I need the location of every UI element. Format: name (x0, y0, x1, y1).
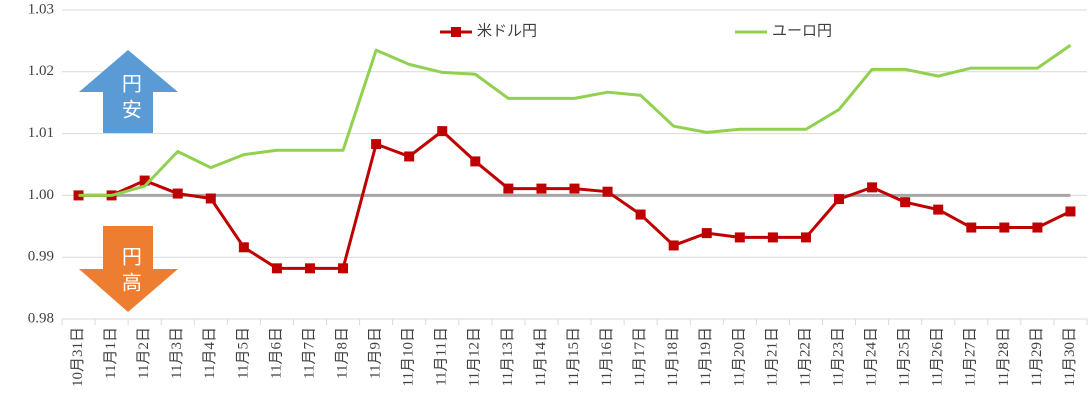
x-tick-label: 11月30日 (1062, 327, 1078, 386)
x-tick-label: 11月8日 (334, 327, 350, 379)
annotation-text: 円高 (118, 246, 140, 298)
marker (635, 209, 646, 220)
x-tick-label: 11月29日 (1029, 327, 1045, 386)
annotation-arrow (79, 226, 178, 312)
x-tick-label: 11月15日 (566, 327, 582, 386)
y-tick-label: 0.98 (28, 310, 54, 326)
x-tick-label: 11月25日 (897, 327, 913, 386)
x-tick-label: 11月5日 (235, 327, 251, 379)
x-tick-label: 11月4日 (202, 327, 218, 379)
marker (1032, 222, 1043, 233)
x-tick-label: 11月11日 (434, 327, 450, 386)
x-tick-label: 11月28日 (996, 327, 1012, 386)
legend-label: ユーロ円 (772, 23, 832, 39)
marker (238, 242, 249, 253)
x-tick-label: 11月10日 (401, 327, 417, 386)
x-tick-label: 10月31日 (70, 327, 86, 387)
annotation-text: 円安 (118, 73, 140, 125)
marker (172, 188, 183, 199)
marker (536, 183, 547, 194)
marker (139, 175, 150, 186)
marker (966, 222, 977, 233)
marker (569, 183, 580, 194)
legend-marker (451, 27, 461, 37)
marker (668, 240, 679, 251)
marker (304, 263, 315, 274)
marker (602, 186, 613, 197)
annotation-arrow (79, 50, 178, 133)
x-tick-label: 11月17日 (632, 327, 648, 386)
x-tick-label: 11月7日 (301, 327, 317, 379)
marker (900, 197, 911, 208)
marker (338, 263, 349, 274)
x-tick-label: 11月19日 (698, 327, 714, 386)
y-tick-label: 1.01 (28, 125, 54, 141)
marker (371, 139, 382, 150)
marker (933, 204, 944, 215)
legend-label: 米ドル円 (477, 22, 537, 39)
marker (271, 263, 282, 274)
x-tick-label: 11月24日 (864, 327, 880, 386)
x-tick-label: 11月18日 (665, 327, 681, 386)
x-tick-label: 11月22日 (797, 327, 813, 386)
x-tick-label: 11月23日 (830, 327, 846, 386)
x-tick-label: 11月16日 (599, 327, 615, 386)
marker (1065, 206, 1076, 217)
x-tick-label: 11月27日 (963, 327, 979, 386)
marker (867, 182, 878, 193)
x-tick-label: 11月14日 (533, 327, 549, 386)
marker (503, 183, 514, 194)
x-tick-label: 11月6日 (268, 327, 284, 379)
x-tick-label: 11月3日 (169, 327, 185, 379)
marker (404, 151, 415, 162)
marker (701, 228, 712, 239)
y-tick-label: 1.00 (28, 187, 54, 203)
marker (834, 194, 845, 205)
x-tick-label: 11月1日 (103, 327, 119, 379)
marker (205, 193, 216, 204)
y-tick-label: 1.02 (28, 63, 54, 79)
marker (767, 232, 778, 243)
x-tick-label: 11月12日 (467, 327, 483, 386)
marker (800, 232, 811, 243)
y-tick-label: 0.99 (28, 249, 54, 265)
marker (734, 232, 745, 243)
x-tick-label: 11月26日 (930, 327, 946, 386)
marker (470, 156, 481, 167)
x-tick-label: 11月20日 (731, 327, 747, 386)
marker (999, 222, 1010, 233)
y-tick-label: 1.03 (28, 1, 54, 17)
x-tick-label: 11月13日 (500, 327, 516, 386)
x-tick-label: 11月9日 (368, 327, 384, 379)
series-line (78, 43, 1072, 197)
x-tick-label: 11月2日 (136, 327, 152, 379)
x-tick-label: 11月21日 (764, 327, 780, 386)
marker (437, 126, 448, 137)
series-line (78, 129, 1072, 270)
